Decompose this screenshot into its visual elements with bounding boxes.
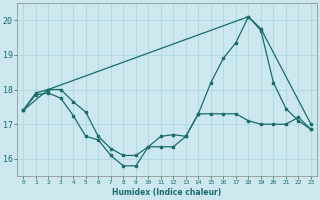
X-axis label: Humidex (Indice chaleur): Humidex (Indice chaleur) <box>112 188 222 197</box>
